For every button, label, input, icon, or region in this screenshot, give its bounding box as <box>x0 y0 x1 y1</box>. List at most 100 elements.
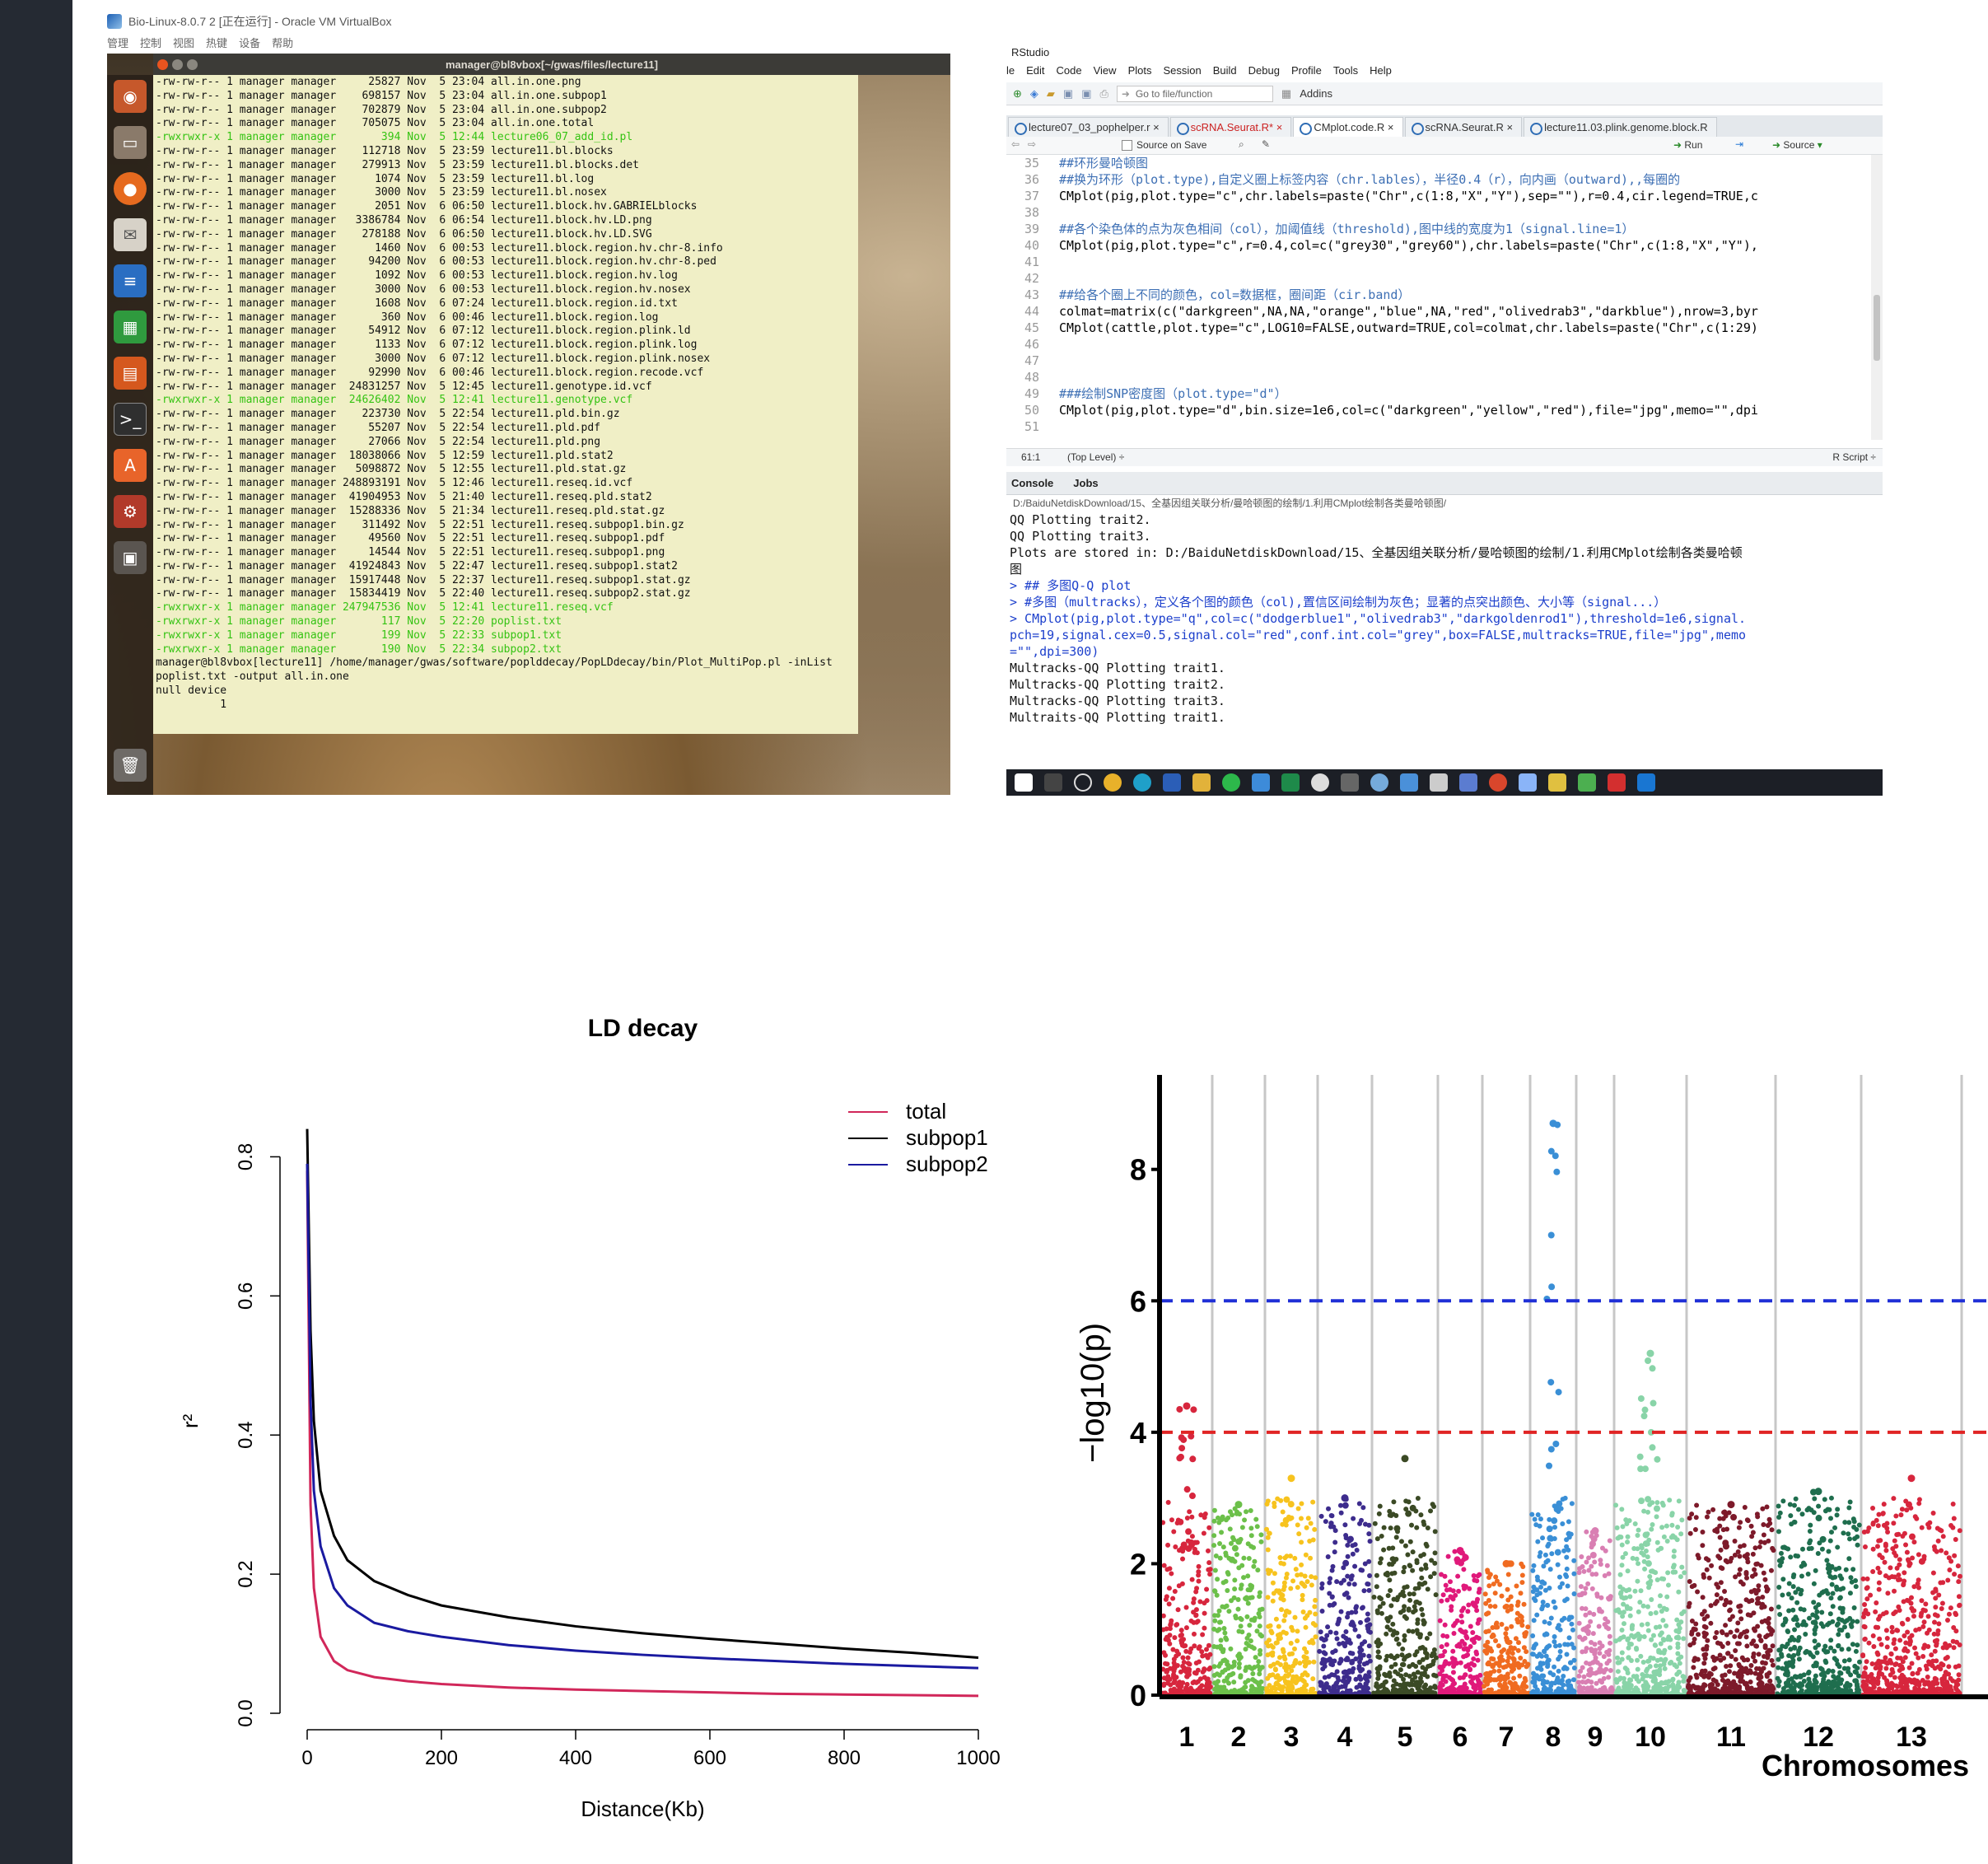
tab-lecture07[interactable]: lecture07_03_pophelper.r × <box>1008 117 1169 137</box>
app-icon[interactable] <box>1400 773 1418 792</box>
snp-point <box>1895 1628 1901 1633</box>
tab-scrna-seurat[interactable]: scRNA.Seurat.R × <box>1404 117 1523 137</box>
snp-point <box>1542 1619 1547 1625</box>
menu-item-plots[interactable]: Plots <box>1127 64 1152 77</box>
snp-point <box>1626 1645 1631 1651</box>
firefox-icon[interactable]: ● <box>114 172 147 205</box>
back-icon[interactable]: ⇦ <box>1011 138 1020 150</box>
rstudio-icon[interactable] <box>1370 773 1388 792</box>
app-icon[interactable] <box>1637 773 1655 792</box>
source-on-save-checkbox[interactable] <box>1122 140 1132 151</box>
editor-scroll-thumb[interactable] <box>1874 295 1880 361</box>
menu-item-control[interactable]: 控制 <box>140 37 162 49</box>
minimize-icon[interactable] <box>172 58 183 70</box>
excel-icon[interactable] <box>1281 773 1300 792</box>
menu-item-view[interactable]: View <box>1093 64 1117 77</box>
tab-scrna-seurat-modified[interactable]: scRNA.Seurat.R* × <box>1169 117 1292 137</box>
tab-lecture11-plink[interactable]: lecture11.03.plink.genome.block.R <box>1524 117 1717 137</box>
menu-item-file[interactable]: le <box>1006 64 1015 77</box>
wechat-icon[interactable] <box>1222 773 1240 792</box>
app-icon[interactable] <box>1341 773 1359 792</box>
search-icon[interactable] <box>1044 773 1062 792</box>
goto-file-input[interactable]: ➜ Go to file/function <box>1116 85 1273 102</box>
settings-icon[interactable] <box>1430 773 1448 792</box>
app-icon[interactable] <box>1489 773 1507 792</box>
addins-menu[interactable]: Addins <box>1300 87 1332 100</box>
task-view-icon[interactable] <box>1074 773 1092 792</box>
app-icon[interactable] <box>1252 773 1270 792</box>
snp-point <box>1674 1686 1680 1692</box>
snp-point <box>1777 1612 1783 1618</box>
terminal-line: -rw-rw-r-- 1 manager manager 311492 Nov … <box>156 518 684 531</box>
chromosome-points-2 <box>1211 1501 1266 1698</box>
snp-point <box>1601 1675 1607 1681</box>
explorer-icon[interactable] <box>1192 773 1211 792</box>
print-icon[interactable]: ⎙ <box>1099 86 1108 100</box>
magic-wand-icon[interactable]: ✎ <box>1262 138 1271 150</box>
app-icon[interactable] <box>1578 773 1596 792</box>
writer-icon[interactable]: ≡ <box>114 264 147 297</box>
scope-selector[interactable]: (Top Level) ÷ <box>1067 451 1125 463</box>
language-selector[interactable]: R Script ÷ <box>1832 451 1876 463</box>
code-editor[interactable]: 35 ##环形曼哈顿图 36 ##换为环形（plot.type),自定义圈上标签内容（… <box>1006 155 1871 440</box>
source-button[interactable]: ➜ Source ▾ <box>1772 139 1822 151</box>
windows-start-icon[interactable] <box>1015 773 1033 792</box>
menu-item-devices[interactable]: 设备 <box>239 37 261 49</box>
console-line: Plots are stored in: D:/BaiduNetdiskDown… <box>1010 545 1743 560</box>
open-file-icon[interactable]: ▰ <box>1046 86 1055 100</box>
snp-point <box>1290 1678 1295 1684</box>
trash-icon[interactable]: 🗑 <box>114 749 147 782</box>
files-icon[interactable]: ▭ <box>114 126 147 159</box>
editor-scrollbar[interactable] <box>1871 155 1883 440</box>
menu-item-build[interactable]: Build <box>1212 64 1237 77</box>
app-icon[interactable] <box>1311 773 1329 792</box>
ubuntu-icon[interactable]: ◉ <box>114 80 147 113</box>
snp-point <box>1277 1686 1283 1692</box>
maximize-icon[interactable] <box>187 58 198 70</box>
mail-icon[interactable]: ✉ <box>114 218 147 251</box>
terminal-output[interactable]: -rw-rw-r-- 1 manager manager 25827 Nov 5… <box>153 75 858 734</box>
close-icon[interactable] <box>157 58 168 70</box>
menu-item-tools[interactable]: Tools <box>1332 64 1359 77</box>
legend-label: total <box>906 1099 946 1124</box>
run-button[interactable]: ➜ Run <box>1673 139 1703 151</box>
menu-item-manage[interactable]: 管理 <box>107 37 129 49</box>
menu-item-help[interactable]: 帮助 <box>272 37 294 49</box>
app-icon[interactable] <box>1519 773 1537 792</box>
acrobat-icon[interactable] <box>1608 773 1626 792</box>
word-icon[interactable] <box>1163 773 1181 792</box>
forward-icon[interactable]: ⇨ <box>1028 138 1037 150</box>
save-icon[interactable]: ▣ <box>1062 86 1074 100</box>
settings-icon[interactable]: ⚙ <box>114 495 147 528</box>
menu-item-debug[interactable]: Debug <box>1248 64 1280 77</box>
snp-point <box>1830 1619 1836 1624</box>
workspace-icon[interactable]: ▣ <box>114 541 147 574</box>
rerun-icon[interactable]: ⇥ <box>1735 138 1744 150</box>
open-project-icon[interactable]: ◈ <box>1029 86 1038 100</box>
console-output[interactable]: QQ Plotting trait2. QQ Plotting trait3. Pl… <box>1006 512 1871 759</box>
menu-item-edit[interactable]: Edit <box>1026 64 1045 77</box>
tab-console[interactable]: Console <box>1011 477 1054 489</box>
new-file-icon[interactable]: ⊕ <box>1013 86 1022 100</box>
menu-item-code[interactable]: Code <box>1056 64 1082 77</box>
snp-point <box>1388 1587 1393 1593</box>
calc-icon[interactable]: ▦ <box>114 311 147 343</box>
app-icon[interactable] <box>1548 773 1566 792</box>
menu-item-view[interactable]: 视图 <box>173 37 195 49</box>
menu-item-session[interactable]: Session <box>1163 64 1202 77</box>
snp-point <box>1252 1558 1258 1564</box>
edge-icon[interactable] <box>1133 773 1151 792</box>
menu-item-hotkeys[interactable]: 热键 <box>206 37 228 49</box>
tab-cmplot-code[interactable]: CMplot.code.R × <box>1293 117 1403 137</box>
impress-icon[interactable]: ▤ <box>114 357 147 390</box>
menu-item-profile[interactable]: Profile <box>1290 64 1322 77</box>
software-center-icon[interactable]: A <box>114 449 147 482</box>
chrome-icon[interactable] <box>1104 773 1122 792</box>
grid-icon[interactable]: ▦ <box>1281 86 1292 100</box>
tab-jobs[interactable]: Jobs <box>1073 477 1099 489</box>
menu-item-help[interactable]: Help <box>1370 64 1392 77</box>
save-all-icon[interactable]: ▣ <box>1081 86 1092 100</box>
search-icon[interactable]: ⌕ <box>1239 138 1244 150</box>
terminal-icon[interactable]: >_ <box>114 403 147 436</box>
app-icon[interactable] <box>1459 773 1477 792</box>
